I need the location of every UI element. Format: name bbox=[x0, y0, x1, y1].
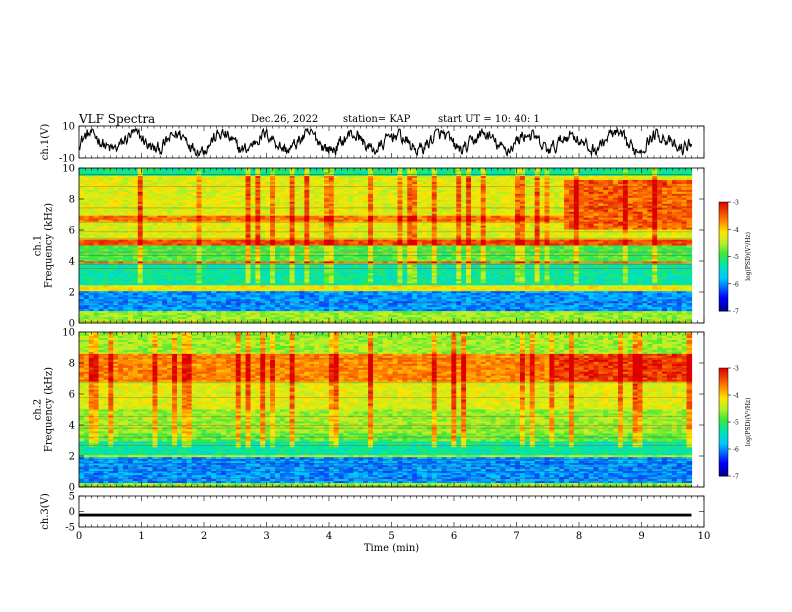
ch1-waveform-line bbox=[79, 129, 692, 155]
ch1-spectrogram-heatmap bbox=[79, 168, 692, 324]
y-tick-label: 10 bbox=[62, 122, 75, 133]
ch1-ylabel: ch.1(V) bbox=[40, 124, 51, 161]
vlf-chart: 10-10ch.1(V)0246810ch.1Frequency (kHz) -3… bbox=[0, 0, 792, 612]
